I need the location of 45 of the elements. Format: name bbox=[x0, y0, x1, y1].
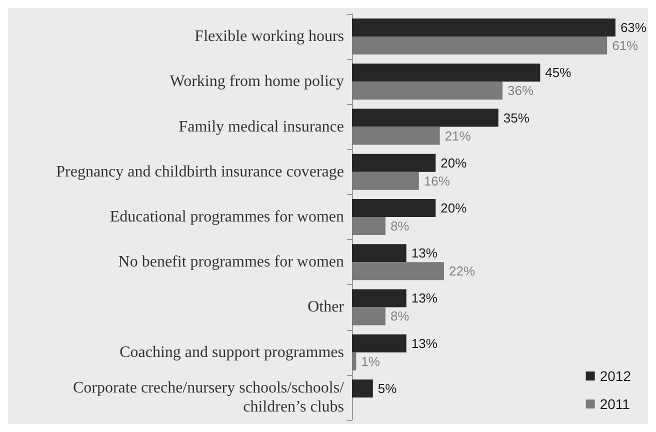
bar bbox=[352, 262, 444, 280]
data-label: 63% bbox=[620, 20, 647, 36]
y-tick-label: Corporate creche/nursery schools/schools/children’s clubs bbox=[72, 379, 345, 416]
data-label: 22% bbox=[449, 264, 476, 279]
bar bbox=[352, 217, 386, 235]
data-label: 16% bbox=[424, 173, 450, 188]
data-label: 13% bbox=[411, 336, 438, 351]
data-label: 45% bbox=[545, 65, 572, 80]
data-label: 61% bbox=[612, 38, 639, 54]
data-label: 20% bbox=[440, 155, 468, 170]
data-label: 8% bbox=[390, 218, 410, 234]
bar bbox=[352, 334, 406, 352]
bar bbox=[352, 379, 373, 398]
y-tick-label: Pregnancy and childbirth insurance coverage bbox=[56, 163, 344, 180]
y-tick-label: No benefit programmes for women bbox=[118, 254, 344, 271]
bar bbox=[352, 36, 608, 55]
data-label: 20% bbox=[440, 200, 468, 216]
bar bbox=[352, 172, 419, 190]
data-label: 5% bbox=[378, 380, 398, 396]
legend-label: 2011 bbox=[600, 396, 630, 412]
data-label: 21% bbox=[444, 128, 472, 144]
data-label: 13% bbox=[411, 246, 438, 261]
bar bbox=[352, 352, 356, 370]
bar bbox=[352, 108, 498, 127]
legend-label: 2012 bbox=[600, 368, 632, 384]
y-tick-label: Family medical insurance bbox=[178, 118, 344, 136]
bar bbox=[352, 244, 406, 262]
data-label: 13% bbox=[411, 290, 438, 306]
y-tick-label: Coaching and support programmes bbox=[120, 344, 344, 361]
data-label: 36% bbox=[508, 83, 534, 98]
y-tick-label: Other bbox=[308, 298, 345, 316]
y-tick-label: Flexible working hours bbox=[194, 28, 344, 46]
bar bbox=[352, 154, 436, 172]
bar bbox=[352, 18, 616, 37]
data-label: 1% bbox=[361, 354, 380, 369]
data-label: 8% bbox=[390, 308, 410, 324]
data-label: 35% bbox=[503, 110, 530, 126]
bar bbox=[352, 64, 540, 82]
bar bbox=[352, 289, 406, 308]
y-tick-label: Working from home policy bbox=[170, 73, 344, 90]
bar bbox=[352, 307, 386, 326]
y-tick-label: Educational programmes for women bbox=[110, 208, 344, 226]
bar bbox=[352, 126, 440, 145]
bar bbox=[352, 199, 436, 217]
bar bbox=[352, 82, 503, 100]
